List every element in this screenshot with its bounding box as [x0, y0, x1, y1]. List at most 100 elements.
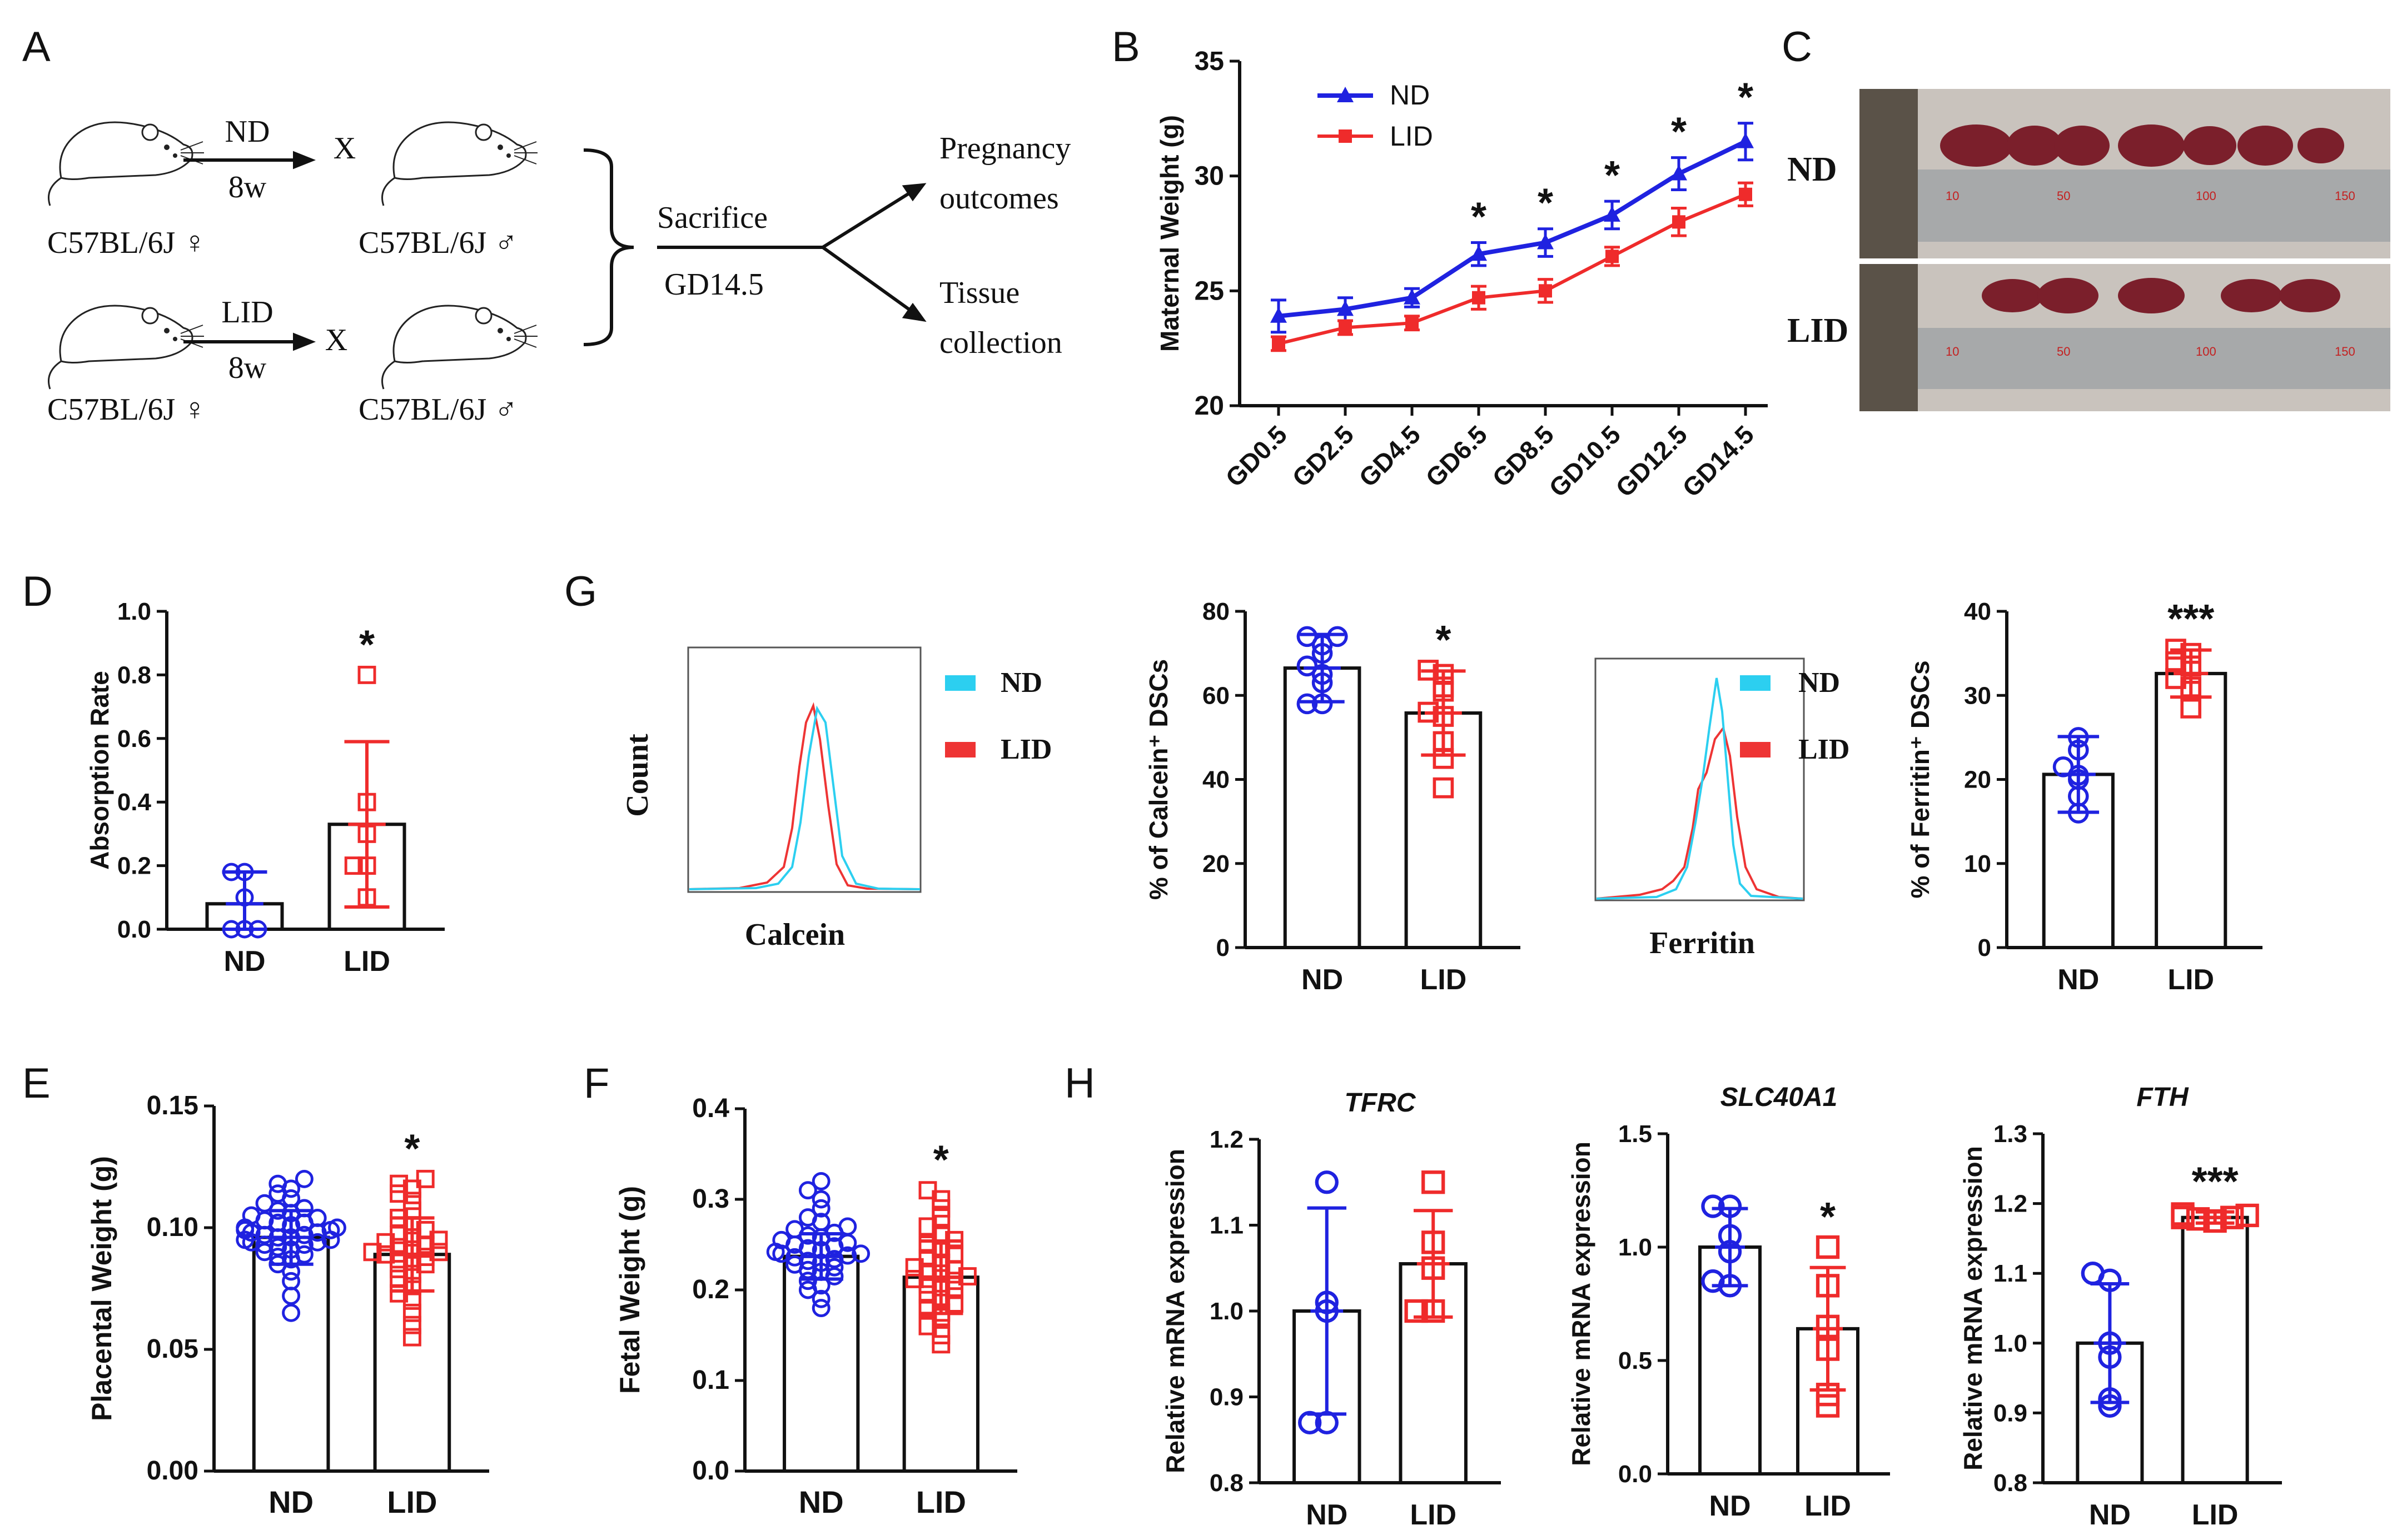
significance-label: ***: [2192, 1160, 2239, 1204]
chart-title: TFRC: [1345, 1088, 1416, 1118]
y-axis-label: % of Calcein⁺ DSCs: [1144, 659, 1173, 900]
y-tick-label: 0.9: [1993, 1399, 2027, 1427]
bar-nd: [783, 1254, 860, 1473]
photo-row-label-lid: LID: [1787, 312, 1848, 350]
error-bar-lid: [2170, 648, 2212, 699]
y-tick-label: 0.3: [692, 1184, 729, 1214]
y-tick-label: 1.5: [1618, 1120, 1652, 1148]
bar-nd: [252, 1235, 330, 1473]
x-tick-label: GD10.5: [1543, 420, 1626, 502]
x-tick-label: GD12.5: [1610, 420, 1693, 502]
data-point: [390, 1225, 409, 1244]
data-point: [328, 1218, 346, 1237]
data-point: [945, 1244, 964, 1263]
significance-label: *: [404, 1127, 420, 1171]
data-point: [1816, 1235, 1840, 1259]
y-tick-label: 1.1: [1993, 1260, 2027, 1287]
data-point: [1270, 307, 1287, 323]
ferritin-legend-lid-label: LID: [1798, 734, 1849, 765]
x-tick-label: ND: [223, 945, 265, 978]
chart-d: 0.0 0.2 0.4 0.6 0.8 1.0 Absorption Rate ND LID *: [85, 598, 445, 978]
x-tick-label: LID: [1410, 1499, 1456, 1531]
significance-label: *: [1435, 618, 1451, 662]
y-axis-label: Relative mRNA expression: [1161, 1149, 1190, 1473]
legend-lid-marker: [1339, 129, 1352, 143]
data-point: [1537, 233, 1554, 250]
x-tick-label: LID: [2192, 1499, 2239, 1531]
y-tick-label: 0.8: [117, 661, 151, 689]
data-point: [390, 1269, 409, 1288]
data-point: [812, 1190, 831, 1209]
significance-label: *: [1820, 1195, 1836, 1239]
data-point: [295, 1199, 314, 1218]
error-bar-nd: [2090, 1282, 2130, 1404]
significance-label: *: [1471, 195, 1486, 240]
mouse-female-top-icon: [48, 121, 204, 206]
x-tick-label: GD0.5: [1220, 420, 1292, 492]
data-point: [268, 1174, 287, 1193]
chart-h-slc40a1: 0.0 0.5 1.0 1.5 Relative mRNA expression SLC4…: [1567, 1083, 1890, 1522]
calcein-hist-lid-line: [689, 702, 921, 890]
error-bar-nd: [222, 870, 267, 931]
data-point: [295, 1169, 314, 1188]
ruler-tick-150-bottom: 150: [2335, 345, 2355, 358]
placenta-row-lid: [1982, 278, 2340, 313]
calcein-legend-nd-swatch: [945, 675, 976, 691]
ferritin-hist-nd-line: [1596, 677, 1803, 900]
data-point: [2171, 1202, 2195, 1226]
arrow-label-lid: LID: [221, 295, 273, 330]
data-point: [268, 1238, 287, 1257]
data-point: [1701, 1194, 1725, 1218]
sacrifice-label: Sacrifice: [657, 201, 768, 235]
y-tick-label: 25: [1195, 276, 1224, 306]
male-label-top: C57BL/6J ♂: [359, 226, 518, 260]
data-point: [1296, 655, 1318, 677]
x-tick-label: ND: [2089, 1499, 2131, 1531]
error-bar-lid: [2195, 1210, 2235, 1225]
data-point: [798, 1208, 817, 1227]
data-point: [1472, 291, 1485, 305]
significance-label: ***: [2167, 597, 2214, 641]
chart-g-calcein-bar: 0 20 40 60 80 % of Calcein⁺ DSCs ND LID *: [1144, 598, 1520, 996]
data-point: [1433, 777, 1454, 799]
x-tick-label: GD6.5: [1420, 420, 1493, 492]
data-point: [242, 1206, 261, 1225]
data-point: [798, 1181, 817, 1200]
data-point: [1605, 250, 1619, 263]
data-point: [812, 1289, 831, 1308]
x-tick-label: LID: [344, 945, 390, 978]
x-tick-label: ND: [2057, 964, 2099, 996]
data-point: [1405, 316, 1419, 330]
chart-title: FTH: [2136, 1083, 2189, 1112]
significance-label: *: [359, 622, 375, 667]
data-point: [402, 1315, 421, 1334]
male-label-bottom: C57BL/6J ♂: [359, 392, 518, 427]
panel-letter-g: G: [564, 568, 597, 615]
panel-letter-d: D: [22, 568, 53, 615]
mouse-female-bottom-icon: [48, 305, 204, 390]
y-tick-label: 0.8: [1210, 1469, 1244, 1497]
y-tick-label: 30: [1964, 682, 1991, 709]
data-point: [838, 1217, 857, 1236]
significance-label: *: [1738, 76, 1753, 120]
data-point: [390, 1174, 409, 1193]
x-tick-label: LID: [1804, 1490, 1851, 1522]
data-point: [295, 1225, 314, 1244]
calcein-hist-nd-line: [689, 705, 921, 890]
data-point: [1339, 321, 1352, 335]
x-tick-label: GD2.5: [1286, 420, 1359, 492]
significance-label: *: [1604, 153, 1620, 198]
y-tick-label: 10: [1964, 850, 1991, 878]
y-tick-label: 0.5: [1618, 1347, 1652, 1374]
error-bar-nd: [1300, 632, 1345, 704]
y-tick-label: 0.1: [692, 1365, 729, 1395]
y-tick-label: 1.3: [1993, 1120, 2027, 1148]
error-bar-lid: [344, 740, 390, 909]
error-bar-lid: [1421, 669, 1466, 757]
data-point: [429, 1230, 448, 1249]
calcein-legend-lid-label: LID: [1001, 734, 1052, 765]
y-tick-label: 0: [1978, 934, 1991, 961]
x-tick-label: GD14.5: [1677, 420, 1759, 502]
